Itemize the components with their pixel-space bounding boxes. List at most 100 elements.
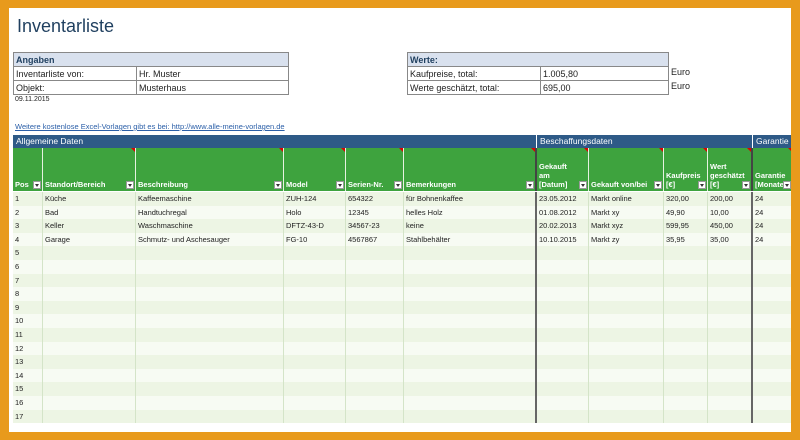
filter-dropdown-icon[interactable] [579,181,587,189]
table-cell[interactable] [537,355,589,369]
table-cell[interactable] [753,274,791,288]
table-cell[interactable]: 1 [13,192,43,206]
table-cell[interactable] [136,355,284,369]
werte-value[interactable]: 695,00 [540,80,669,95]
table-cell[interactable] [43,328,136,342]
table-cell[interactable]: Garage [43,232,136,247]
table-cell[interactable] [43,341,136,356]
table-cell[interactable] [708,382,753,396]
table-cell[interactable] [346,382,404,396]
table-cell[interactable] [589,273,664,288]
table-cell[interactable] [404,314,537,328]
table-cell[interactable] [708,273,753,288]
table-cell[interactable] [404,260,537,274]
table-cell[interactable]: 5 [13,246,43,260]
table-cell[interactable] [404,273,537,288]
table-cell[interactable] [664,328,708,342]
table-cell[interactable]: 4567867 [346,232,404,247]
table-cell[interactable] [43,396,136,410]
filter-dropdown-icon[interactable] [33,181,41,189]
table-cell[interactable]: 13 [13,355,43,369]
table-cell[interactable] [753,382,791,396]
table-cell[interactable] [284,396,346,410]
table-cell[interactable] [43,260,136,274]
table-cell[interactable] [664,409,708,424]
table-cell[interactable] [664,396,708,410]
table-cell[interactable] [753,301,791,315]
table-cell[interactable]: 24 [753,219,791,233]
table-cell[interactable] [346,355,404,369]
table-cell[interactable] [708,287,753,301]
table-cell[interactable] [136,287,284,301]
table-cell[interactable] [346,341,404,356]
table-cell[interactable] [346,273,404,288]
table-cell[interactable]: 2 [13,205,43,220]
table-cell[interactable] [708,355,753,369]
table-cell[interactable] [136,314,284,328]
table-cell[interactable] [136,273,284,288]
table-cell[interactable]: keine [404,219,537,233]
table-cell[interactable]: 4 [13,232,43,247]
table-cell[interactable] [664,300,708,315]
table-cell[interactable] [589,287,664,301]
table-cell[interactable] [346,368,404,383]
table-cell[interactable]: 450,00 [708,219,753,233]
table-cell[interactable] [537,409,589,424]
column-header[interactable]: Garantie [Monate [753,148,791,191]
table-cell[interactable]: Holo [284,205,346,220]
filter-dropdown-icon[interactable] [274,181,282,189]
table-cell[interactable] [753,355,791,369]
table-cell[interactable] [136,300,284,315]
table-cell[interactable] [708,341,753,356]
table-cell[interactable] [664,273,708,288]
column-header[interactable]: Standort/Bereich [43,148,136,191]
table-cell[interactable] [404,396,537,410]
table-cell[interactable] [753,287,791,301]
table-cell[interactable] [136,368,284,383]
column-header[interactable]: Serien-Nr. [346,148,404,191]
table-cell[interactable]: 320,00 [664,192,708,206]
table-cell[interactable] [43,287,136,301]
filter-dropdown-icon[interactable] [654,181,662,189]
table-cell[interactable] [43,382,136,396]
table-cell[interactable] [753,260,791,274]
table-cell[interactable]: 599,95 [664,219,708,233]
table-cell[interactable] [753,246,791,260]
table-cell[interactable] [43,246,136,260]
werte-value[interactable]: 1.005,80 [540,66,669,81]
table-cell[interactable] [43,273,136,288]
table-cell[interactable] [753,328,791,342]
table-cell[interactable] [136,341,284,356]
table-cell[interactable] [537,382,589,396]
column-header[interactable]: Bemerkungen [404,148,537,191]
table-cell[interactable] [136,382,284,396]
table-cell[interactable]: 6 [13,260,43,274]
table-cell[interactable]: ZUH-124 [284,192,346,206]
table-cell[interactable] [664,355,708,369]
table-cell[interactable] [284,409,346,424]
vorlagen-link[interactable]: Weitere kostenlose Excel-Vorlagen gibt e… [15,122,285,131]
column-header[interactable]: Model [284,148,346,191]
table-cell[interactable]: 3 [13,219,43,233]
table-cell[interactable] [284,341,346,356]
table-cell[interactable]: 34567-23 [346,219,404,233]
table-cell[interactable]: FG-10 [284,232,346,247]
filter-dropdown-icon[interactable] [526,181,534,189]
table-cell[interactable]: 24 [753,192,791,206]
table-cell[interactable] [136,246,284,260]
table-cell[interactable] [43,355,136,369]
table-cell[interactable] [284,287,346,301]
table-cell[interactable] [664,382,708,396]
table-cell[interactable] [708,246,753,260]
table-cell[interactable] [708,314,753,328]
table-cell[interactable]: 11 [13,328,43,342]
table-cell[interactable] [753,342,791,356]
table-cell[interactable] [404,246,537,260]
table-cell[interactable]: Markt xy [589,205,664,220]
table-cell[interactable] [346,314,404,328]
table-cell[interactable]: 10 [13,314,43,328]
filter-dropdown-icon[interactable] [698,181,706,189]
table-cell[interactable]: Bad [43,205,136,220]
table-cell[interactable]: 14 [13,368,43,383]
table-cell[interactable] [664,260,708,274]
